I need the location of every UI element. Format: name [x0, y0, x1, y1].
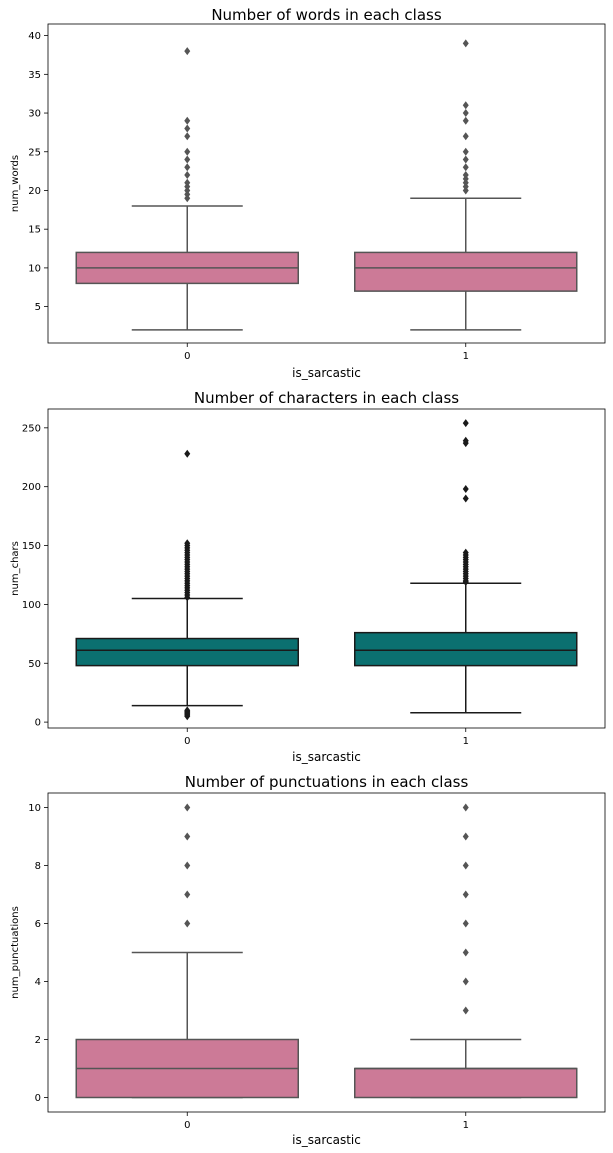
- box-1: [354, 419, 578, 714]
- iqr-box: [354, 251, 578, 292]
- outlier-point: [184, 890, 191, 899]
- outlier-point: [462, 132, 469, 141]
- iqr-box: [75, 637, 299, 667]
- outlier-point: [184, 539, 191, 548]
- y-tick-label: 5: [35, 302, 41, 313]
- box-1: [354, 803, 578, 1099]
- x-tick-label: 0: [184, 736, 190, 747]
- y-tick-label: 15: [28, 225, 41, 236]
- outlier-point: [462, 147, 469, 156]
- x-axis-label: is_sarcastic: [292, 1133, 361, 1147]
- iqr-box: [354, 631, 578, 667]
- y-tick-label: 40: [28, 31, 41, 42]
- outlier-point: [462, 170, 469, 179]
- outlier-point: [462, 890, 469, 899]
- box-0: [75, 47, 299, 331]
- outlier-point: [462, 948, 469, 957]
- y-tick-label: 2: [35, 1035, 41, 1046]
- plot-frame: [47, 408, 606, 729]
- iqr-box: [354, 1067, 578, 1099]
- y-tick-label: 4: [35, 977, 41, 988]
- outlier-point: [184, 124, 191, 133]
- y-tick-label: 150: [22, 541, 41, 552]
- outlier-point: [184, 116, 191, 125]
- outlier-point: [184, 178, 191, 187]
- outlier-point: [462, 39, 469, 48]
- outlier-point: [462, 548, 469, 557]
- chart-title: Number of characters in each class: [194, 389, 459, 407]
- y-axis-label: num_punctuations: [10, 906, 21, 999]
- x-tick-label: 1: [463, 351, 469, 362]
- y-tick-label: 0: [35, 1093, 41, 1104]
- outlier-point: [184, 147, 191, 156]
- outlier-point: [462, 109, 469, 118]
- outlier-point: [184, 803, 191, 812]
- outlier-point: [184, 449, 191, 458]
- y-tick-label: 6: [35, 919, 41, 930]
- x-tick-label: 1: [463, 736, 469, 747]
- y-tick-label: 10: [28, 803, 41, 814]
- box-1: [354, 39, 578, 331]
- y-tick-label: 250: [22, 423, 41, 434]
- outlier-point: [462, 861, 469, 870]
- outlier-point: [462, 919, 469, 928]
- outlier-point: [462, 101, 469, 110]
- y-axis-label: num_chars: [10, 541, 21, 596]
- chart-panel-2: Number of characters in each class 0 50 100…: [10, 389, 606, 764]
- outlier-point: [184, 706, 191, 715]
- outlier-point: [184, 155, 191, 164]
- plot-frame: [47, 792, 606, 1113]
- outlier-point: [184, 170, 191, 179]
- chart-title: Number of punctuations in each class: [185, 773, 469, 791]
- y-tick-label: 100: [22, 600, 41, 611]
- x-axis-label: is_sarcastic: [292, 750, 361, 764]
- y-tick-label: 25: [28, 147, 41, 158]
- outlier-point: [462, 1006, 469, 1015]
- outlier-point: [184, 163, 191, 172]
- outlier-point: [184, 861, 191, 870]
- outlier-point: [462, 977, 469, 986]
- box-0: [75, 803, 299, 1099]
- outlier-point: [184, 132, 191, 141]
- outlier-point: [184, 832, 191, 841]
- y-tick-label: 10: [28, 263, 41, 274]
- outlier-point: [462, 436, 469, 445]
- chart-panel-1: Number of words in each class51015202530…: [10, 6, 606, 380]
- x-tick-label: 0: [184, 1120, 190, 1131]
- outlier-point: [184, 47, 191, 56]
- outlier-point: [184, 919, 191, 928]
- outlier-point: [462, 163, 469, 172]
- box-0: [75, 449, 299, 721]
- chart-title: Number of words in each class: [211, 6, 442, 24]
- x-tick-label: 0: [184, 351, 190, 362]
- outlier-point: [462, 419, 469, 428]
- chart-panel-3: Number of punctuations in each class 0 2 4 6…: [10, 773, 606, 1147]
- y-tick-label: 50: [28, 659, 41, 670]
- x-axis-label: is_sarcastic: [292, 366, 361, 380]
- y-tick-label: 20: [28, 186, 41, 197]
- outlier-point: [462, 116, 469, 125]
- x-tick-label: 1: [463, 1120, 469, 1131]
- outlier-point: [462, 155, 469, 164]
- outlier-point: [462, 803, 469, 812]
- y-tick-label: 30: [28, 109, 41, 120]
- y-tick-label: 200: [22, 482, 41, 493]
- y-tick-label: 35: [28, 70, 41, 81]
- outlier-point: [462, 832, 469, 841]
- outlier-point: [462, 485, 469, 494]
- y-axis-label: num_words: [10, 155, 21, 212]
- y-tick-label: 0: [35, 718, 41, 729]
- outlier-point: [462, 494, 469, 503]
- y-tick-label: 8: [35, 861, 41, 872]
- plot-frame: [47, 23, 606, 344]
